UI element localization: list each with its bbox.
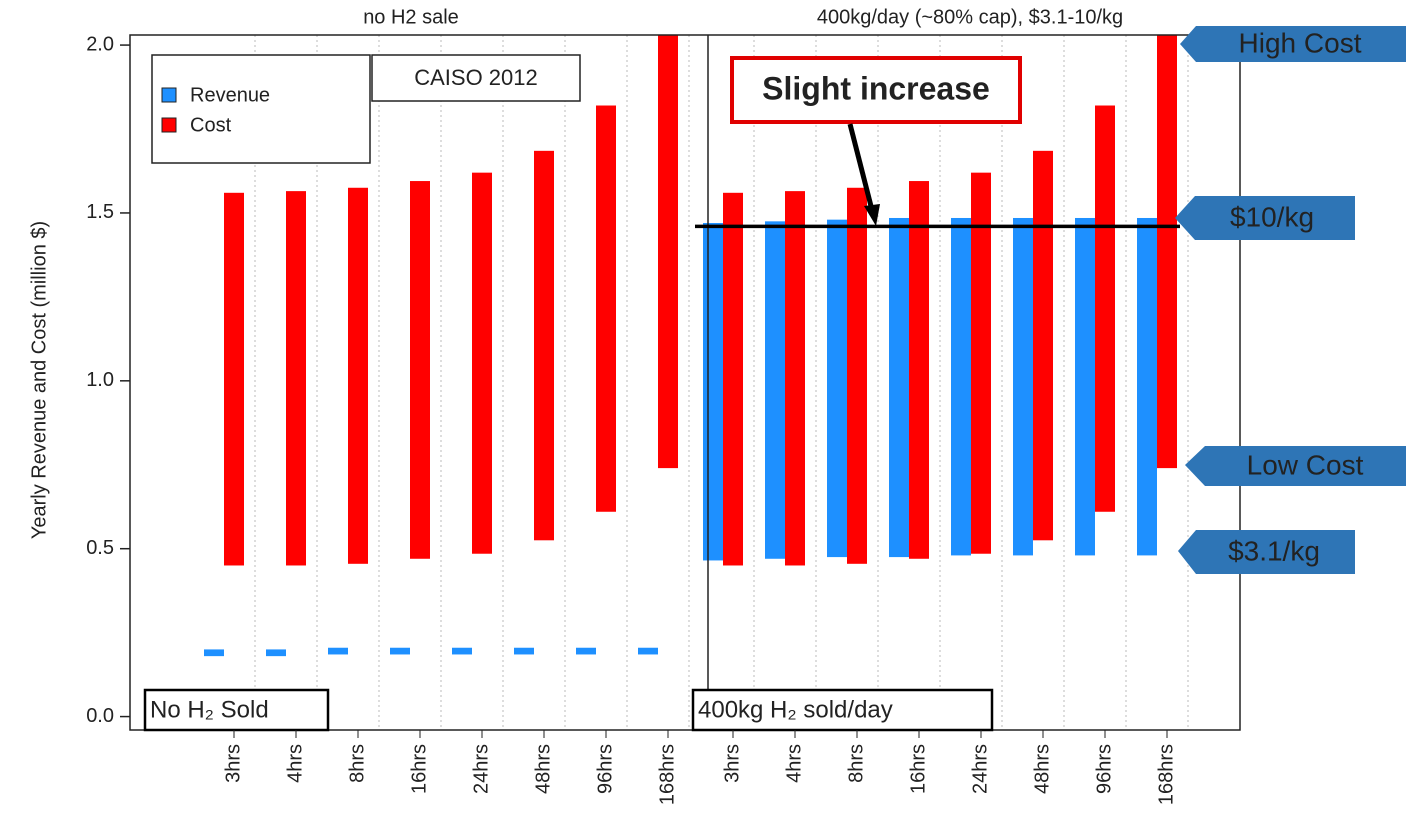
x-tick-label: 4hrs bbox=[284, 744, 306, 783]
legend: Revenue Cost bbox=[151, 54, 371, 164]
note: CAISO 2012 bbox=[414, 65, 538, 90]
legend-box bbox=[151, 54, 371, 164]
bar bbox=[472, 172, 492, 554]
bar bbox=[658, 35, 678, 469]
panel-label: 400kg H₂ sold/day bbox=[698, 696, 893, 723]
x-tick-label: 96hrs bbox=[594, 744, 616, 794]
callout-box bbox=[730, 56, 1022, 124]
bar bbox=[1075, 217, 1095, 556]
bar bbox=[951, 217, 971, 556]
bar bbox=[1013, 217, 1033, 556]
bar bbox=[410, 181, 430, 559]
legend-swatch bbox=[161, 87, 177, 103]
x-tick-label: 168hrs bbox=[656, 744, 678, 805]
bar bbox=[286, 191, 306, 566]
bar bbox=[596, 105, 616, 512]
bar bbox=[1157, 35, 1177, 469]
bar bbox=[827, 219, 847, 558]
y-tick-label: 2.0 bbox=[86, 33, 114, 55]
bar bbox=[785, 191, 805, 566]
bar bbox=[348, 187, 368, 564]
bar bbox=[723, 192, 743, 566]
x-tick-label: 8hrs bbox=[845, 744, 867, 783]
x-tick-label: 48hrs bbox=[1031, 744, 1053, 794]
y-tick-label: 1.5 bbox=[86, 201, 114, 223]
y-tick-label: 0.0 bbox=[86, 705, 114, 727]
bar bbox=[909, 181, 929, 559]
bar bbox=[390, 647, 410, 655]
x-tick-label: 24hrs bbox=[969, 744, 991, 794]
bar bbox=[266, 649, 286, 657]
panel-label-box bbox=[143, 688, 330, 732]
legend-swatch bbox=[161, 117, 177, 133]
legend-label: Revenue bbox=[190, 84, 270, 106]
y-tick-label: 0.5 bbox=[86, 537, 114, 559]
bar bbox=[224, 192, 244, 566]
bar bbox=[1033, 150, 1053, 541]
bar bbox=[847, 187, 867, 564]
x-tick-label: 168hrs bbox=[1155, 744, 1177, 805]
tag-label: High Cost bbox=[1239, 27, 1362, 58]
bar bbox=[765, 221, 785, 559]
legend-label: Cost bbox=[190, 114, 232, 136]
x-tick-label: 4hrs bbox=[783, 744, 805, 783]
tag-label: $10/kg bbox=[1230, 201, 1314, 232]
tag: High Cost bbox=[1180, 26, 1406, 62]
tag: $10/kg bbox=[1175, 196, 1355, 240]
panel-label: No H₂ Sold bbox=[150, 696, 269, 723]
x-tick-label: 96hrs bbox=[1093, 744, 1115, 794]
panel-title: no H2 sale bbox=[363, 6, 459, 28]
bar bbox=[204, 649, 224, 657]
bar bbox=[452, 647, 472, 655]
grid bbox=[254, 35, 1189, 730]
bar bbox=[328, 647, 348, 655]
bar bbox=[638, 647, 658, 655]
bar bbox=[534, 150, 554, 541]
tag-label: Low Cost bbox=[1247, 449, 1364, 480]
tag-label: $3.1/kg bbox=[1228, 535, 1320, 566]
bar bbox=[1137, 217, 1157, 556]
x-tick-label: 3hrs bbox=[721, 744, 743, 783]
x-tick-label: 24hrs bbox=[470, 744, 492, 794]
y-tick-label: 1.0 bbox=[86, 369, 114, 391]
bars bbox=[204, 35, 1177, 657]
bar bbox=[1095, 105, 1115, 512]
panel-label-box bbox=[691, 688, 994, 732]
bar bbox=[971, 172, 991, 554]
bar bbox=[889, 217, 909, 558]
callout-arrow bbox=[847, 123, 875, 211]
arrow-head bbox=[864, 204, 880, 226]
plot-frame bbox=[129, 34, 1241, 731]
bar bbox=[576, 647, 596, 655]
callout: Slight increase bbox=[762, 70, 990, 106]
note-box bbox=[371, 54, 581, 102]
bar bbox=[514, 647, 534, 655]
x-tick-label: 48hrs bbox=[532, 744, 554, 794]
tag: Low Cost bbox=[1185, 446, 1406, 486]
x-tick-label: 3hrs bbox=[222, 744, 244, 783]
y-axis-label: Yearly Revenue and Cost (million $) bbox=[28, 221, 50, 539]
x-tick-label: 8hrs bbox=[346, 744, 368, 783]
x-tick-label: 16hrs bbox=[408, 744, 430, 794]
tag: $3.1/kg bbox=[1178, 530, 1355, 574]
panel-title: 400kg/day (~80% cap), $3.1-10/kg bbox=[817, 6, 1123, 28]
x-tick-label: 16hrs bbox=[907, 744, 929, 794]
bar bbox=[703, 223, 723, 561]
